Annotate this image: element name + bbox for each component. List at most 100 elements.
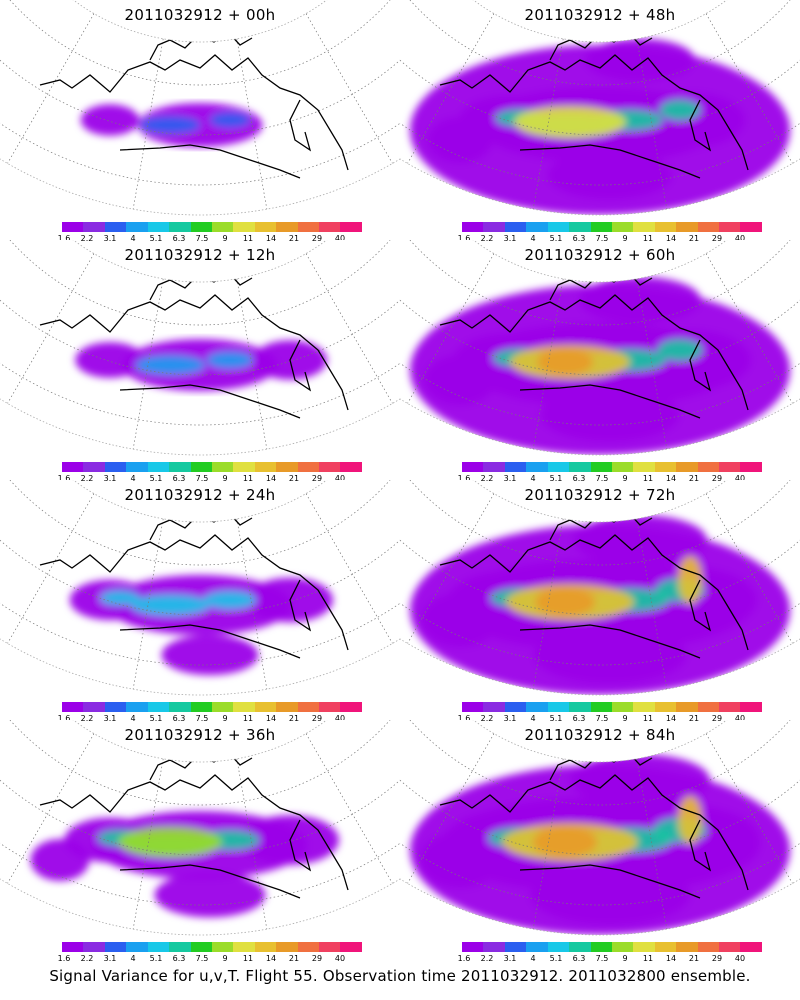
colorbar-swatch (147, 702, 170, 712)
colorbar-swatch (504, 462, 527, 472)
colorbar-swatch (483, 702, 505, 712)
colorbar-tick-label: 40 (334, 234, 346, 243)
colorbar (462, 222, 762, 232)
colorbar-swatch (319, 702, 341, 712)
variance-map (0, 240, 400, 456)
colorbar-swatch (276, 222, 298, 232)
colorbar-tick-label: 9 (222, 714, 228, 723)
colorbar-swatch (297, 462, 320, 472)
colorbar-swatch (676, 222, 698, 232)
colorbar-swatch (126, 942, 148, 952)
colorbar-tick-label: 3.1 (103, 474, 117, 483)
variance-contour (80, 104, 140, 136)
colorbar-tick-label: 1.6 (457, 714, 471, 723)
colorbar-tick-label: 21 (688, 954, 700, 963)
colorbar-tick-label: 11 (642, 714, 654, 723)
map-boundary (400, 720, 800, 936)
colorbar-tick-label: 1.6 (457, 474, 471, 483)
colorbar-swatch (654, 702, 677, 712)
colorbar-swatch (211, 222, 234, 232)
colorbar-tick-label: 1.6 (57, 714, 71, 723)
colorbar-swatch (340, 942, 362, 952)
colorbar-tick-label: 4 (130, 954, 136, 963)
variance-contour (530, 865, 690, 925)
colorbar-swatch (526, 222, 548, 232)
colorbar-swatch (319, 222, 341, 232)
colorbar-tick-label: 9 (622, 714, 628, 723)
colorbar-labels: 1.6 2.2 3.1 4 5.1 6.3 7.5 9 11 14 21 29 40 (58, 954, 362, 964)
map-panel: 2011032912 + 48h 1.6 2.2 3.1 4 5.1 6.3 7.5 9 11 14… (400, 0, 800, 243)
variance-contour (100, 590, 140, 606)
colorbar-swatch (590, 702, 612, 712)
colorbar-swatch (147, 942, 170, 952)
colorbar-swatch (233, 942, 255, 952)
variance-field (410, 514, 790, 695)
colorbar-tick-label: 21 (288, 954, 300, 963)
colorbar-tick-label: 7.5 (595, 954, 609, 963)
colorbar-swatch (211, 702, 234, 712)
colorbar-tick-label: 6.3 (172, 234, 186, 243)
colorbar-tick-label: 9 (222, 234, 228, 243)
colorbar-tick-label: 4 (130, 474, 136, 483)
colorbar-tick-label: 6.3 (172, 954, 186, 963)
colorbar-tick-label: 40 (334, 954, 346, 963)
colorbar-tick-label: 7.5 (595, 234, 609, 243)
colorbar-swatch (611, 222, 634, 232)
colorbar-swatch (62, 942, 84, 952)
variance-contour (547, 150, 673, 200)
colorbar-swatch (340, 222, 362, 232)
colorbar-tick-label: 4 (130, 714, 136, 723)
variance-contour (154, 872, 266, 918)
colorbar-swatch (697, 942, 720, 952)
colorbar-tick-label: 5.1 (549, 474, 563, 483)
colorbar-tick-label: 11 (242, 714, 254, 723)
colorbar-swatch (462, 702, 484, 712)
variance-field (410, 276, 790, 455)
colorbar-swatch (483, 942, 505, 952)
colorbar-swatch (254, 942, 277, 952)
variance-contour (420, 832, 500, 888)
variance-map (400, 720, 800, 936)
colorbar-tick-label: 14 (665, 234, 677, 243)
colorbar-labels: 1.6 2.2 3.1 4 5.1 6.3 7.5 9 11 14 21 29 40 (58, 474, 362, 484)
variance-field (30, 811, 339, 918)
colorbar-tick-label: 14 (665, 474, 677, 483)
colorbar-tick-label: 14 (265, 954, 277, 963)
variance-contour (540, 388, 680, 442)
colorbar-swatch (83, 702, 105, 712)
colorbar-labels: 1.6 2.2 3.1 4 5.1 6.3 7.5 9 11 14 21 29 40 (458, 714, 762, 724)
colorbar-swatch (211, 942, 234, 952)
colorbar-swatch (104, 702, 127, 712)
colorbar-tick-label: 4 (530, 474, 536, 483)
colorbar-swatch (297, 222, 320, 232)
colorbar-swatch (190, 222, 212, 232)
colorbar-tick-label: 40 (734, 954, 746, 963)
colorbar-tick-label: 4 (530, 714, 536, 723)
colorbar-swatch (654, 222, 677, 232)
colorbar-swatch (83, 942, 105, 952)
colorbar-swatch (633, 222, 655, 232)
colorbar-tick-label: 21 (688, 234, 700, 243)
colorbar-swatch (340, 462, 362, 472)
colorbar-tick-label: 11 (242, 954, 254, 963)
colorbar-swatch (83, 462, 105, 472)
variance-contour (514, 106, 626, 138)
colorbar-tick-label: 7.5 (195, 954, 209, 963)
colorbar-tick-label: 9 (222, 474, 228, 483)
colorbar-tick-label: 5.1 (149, 234, 163, 243)
panel-title: 2011032912 + 12h (124, 246, 276, 264)
colorbar-labels: 1.6 2.2 3.1 4 5.1 6.3 7.5 9 11 14 21 29 40 (58, 234, 362, 244)
colorbar-swatch (104, 462, 127, 472)
colorbar-swatch (676, 702, 698, 712)
colorbar-swatch (547, 702, 570, 712)
colorbar-tick-label: 2.2 (480, 954, 494, 963)
colorbar-tick-label: 11 (642, 474, 654, 483)
variance-contour (579, 276, 701, 324)
panel-title: 2011032912 + 48h (524, 6, 676, 24)
map-boundary (0, 0, 400, 216)
colorbar (62, 222, 362, 232)
variance-contour (537, 349, 593, 375)
map-boundary (400, 480, 800, 696)
panel-title: 2011032912 + 60h (524, 246, 676, 264)
colorbar-tick-label: 11 (642, 954, 654, 963)
